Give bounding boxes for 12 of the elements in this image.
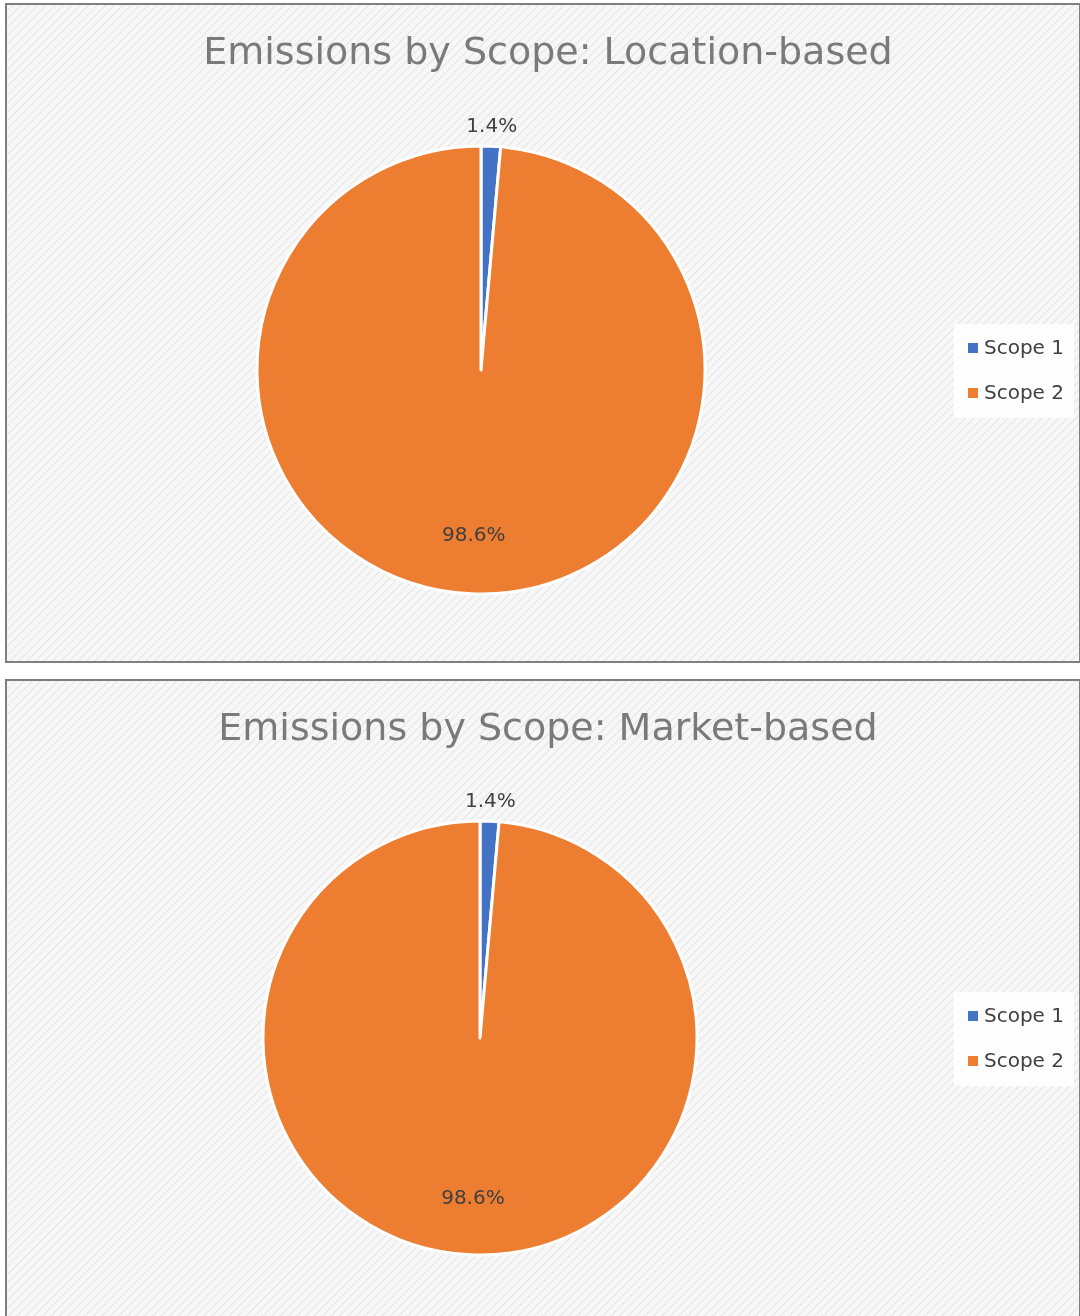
data-label: 98.6%: [441, 1184, 505, 1209]
data-label: 1.4%: [465, 787, 516, 812]
chart-title: Emissions by Scope: Location-based: [203, 29, 893, 73]
chart-title: Emissions by Scope: Market-based: [218, 705, 878, 749]
pie-slice: [261, 819, 699, 1257]
legend-label: Scope 2: [984, 379, 1065, 404]
pie-slice: [255, 144, 707, 596]
data-label: 98.6%: [441, 522, 506, 547]
legend-label: Scope 2: [984, 1047, 1065, 1072]
legend-label: Scope 1: [984, 334, 1065, 359]
data-label: 1.4%: [466, 112, 518, 137]
legend-label: Scope 1: [984, 1002, 1065, 1027]
